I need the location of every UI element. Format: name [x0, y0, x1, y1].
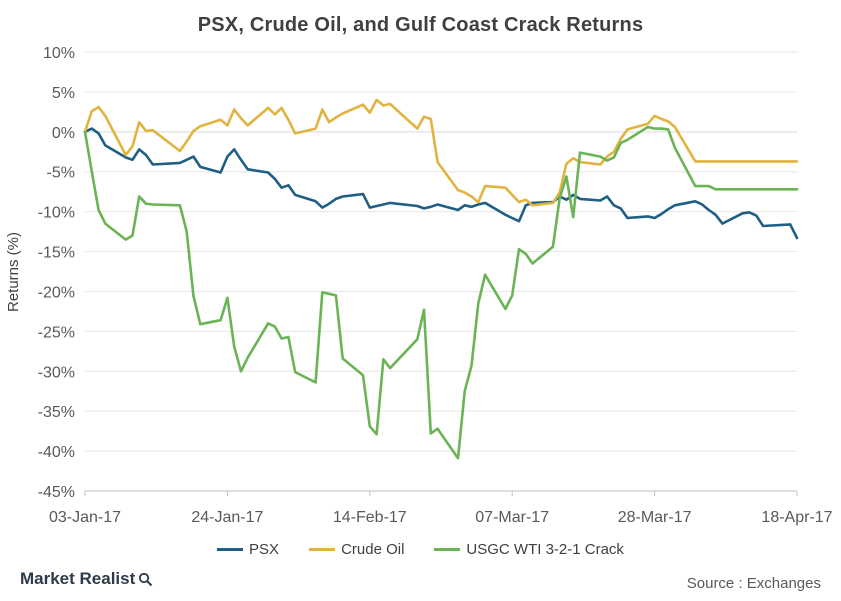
x-tick-label: 24-Jan-17	[191, 509, 263, 526]
y-tick-label: -5%	[47, 165, 75, 182]
x-axis-ticks: 03-Jan-17 24-Jan-17 14-Feb-17 07-Mar-17 28-M…	[49, 490, 833, 526]
y-axis-title: Returns (%)	[5, 232, 22, 312]
chart-title: PSX, Crude Oil, and Gulf Coast Crack Ret…	[197, 14, 644, 36]
y-tick-label: -35%	[38, 404, 75, 421]
x-tick-label: 03-Jan-17	[49, 509, 121, 526]
x-tick-label: 07-Mar-17	[475, 509, 549, 526]
legend-item-psx: PSX	[217, 541, 279, 558]
legend: PSX Crude Oil USGC WTI 3-2-1 Crack	[0, 541, 841, 558]
source-note: Source : Exchanges	[686, 575, 821, 592]
y-tick-label: -10%	[38, 205, 75, 222]
x-tick-label: 14-Feb-17	[333, 509, 407, 526]
series-line-psx	[83, 127, 799, 240]
legend-swatch-psx	[217, 548, 244, 551]
series-lines	[83, 98, 799, 460]
series-line-usgc-wti-3-2-1-crack	[83, 125, 799, 460]
legend-label-crack: USGC WTI 3-2-1 Crack	[466, 541, 624, 558]
y-tick-label: 5%	[52, 85, 75, 102]
y-tick-label: -20%	[38, 284, 75, 301]
legend-swatch-crack	[434, 548, 461, 551]
legend-label-psx: PSX	[249, 541, 280, 558]
y-axis-ticks: 10% 5% 0% -5% -10% -15% -20% -25% -30% -35% -40% -4…	[38, 45, 75, 501]
y-tick-label: 10%	[43, 45, 75, 62]
magnifier-icon	[139, 572, 153, 586]
y-tick-label: 0%	[52, 125, 75, 142]
y-tick-label: -15%	[38, 245, 75, 262]
legend-item-crude: Crude Oil	[309, 541, 404, 558]
brand-logo: Market Realist	[20, 569, 153, 589]
x-tick-label: 18-Apr-17	[761, 509, 832, 526]
legend-label-crude: Crude Oil	[341, 541, 405, 558]
series-line-crude-oil	[83, 98, 799, 207]
y-tick-label: -30%	[38, 364, 75, 381]
y-tick-label: -40%	[38, 444, 75, 461]
legend-swatch-crude	[309, 548, 336, 551]
legend-item-crack: USGC WTI 3-2-1 Crack	[434, 541, 624, 558]
x-tick-label: 28-Mar-17	[618, 509, 692, 526]
y-tick-label: -25%	[38, 324, 75, 341]
brand-name: Market Realist	[20, 569, 136, 588]
y-tick-label: -45%	[38, 484, 75, 501]
